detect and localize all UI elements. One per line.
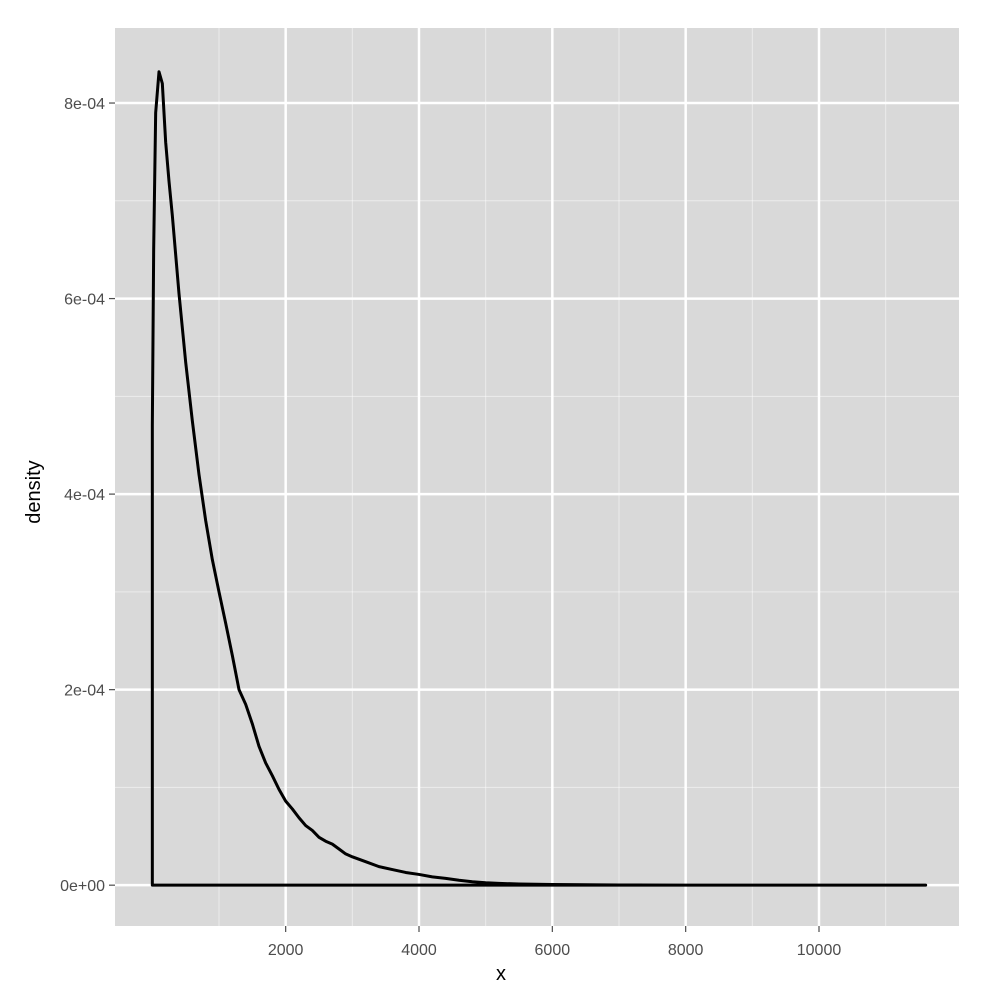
x-tick-label-4: 10000	[797, 942, 842, 959]
y-tick-label-2: 4e-04	[64, 487, 105, 504]
y-tick-label-0: 0e+00	[60, 878, 105, 895]
y-tick-label-4: 8e-04	[64, 96, 105, 113]
y-axis-title: density	[23, 460, 45, 523]
x-tick-label-1: 4000	[401, 942, 437, 959]
density-curve-0	[150, 70, 928, 887]
x-tick-label-3: 8000	[668, 942, 704, 959]
plot-panel	[115, 28, 959, 926]
x-axis-title: x	[496, 963, 506, 985]
y-tick-label-1: 2e-04	[64, 683, 105, 700]
x-axis: 2000 4000 6000 8000 10000	[268, 926, 841, 959]
series-layer	[150, 70, 928, 887]
x-tick-label-0: 2000	[268, 942, 304, 959]
y-axis: 0e+00 2e-04 4e-04 6e-04 8e-04	[60, 96, 115, 895]
y-tick-label-3: 6e-04	[64, 292, 105, 309]
major-gridlines	[115, 28, 959, 926]
x-tick-label-2: 6000	[535, 942, 571, 959]
